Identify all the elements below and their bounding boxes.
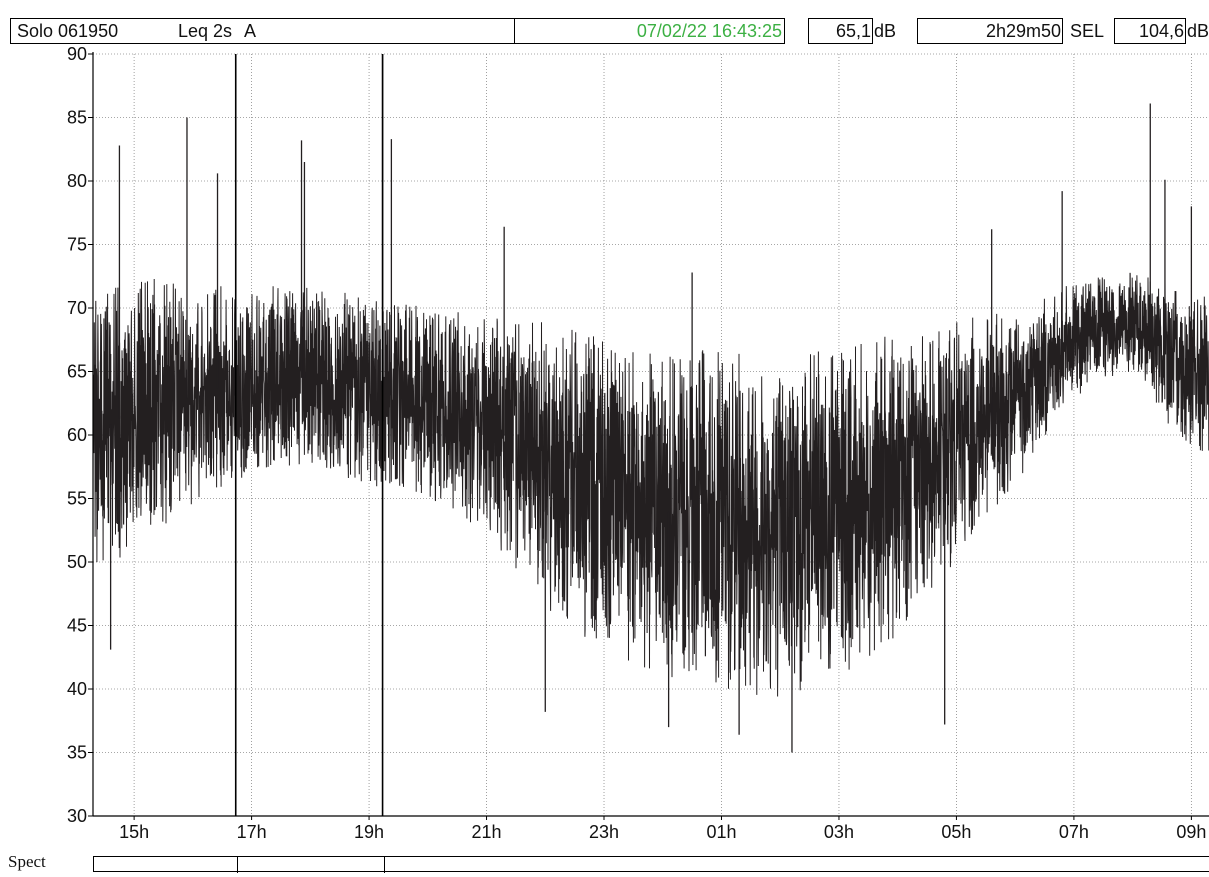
x-tick-label: 17h xyxy=(237,822,267,842)
x-tick-label: 07h xyxy=(1059,822,1089,842)
duration-value: 2h29m50 xyxy=(985,21,1061,41)
instrument-box: Solo 061950 Leq 2s A xyxy=(10,18,515,44)
series-leq xyxy=(92,54,1209,753)
y-tick-label: 80 xyxy=(67,171,87,191)
x-tick-labels: 15h 17h 19h 21h 23h 01h 03h 05h 07h 09h xyxy=(119,822,1206,842)
y-tick-label: 55 xyxy=(67,489,87,509)
y-tick-label: 40 xyxy=(67,679,87,699)
y-tick-label: 30 xyxy=(67,806,87,826)
cursor-value: 65,1 xyxy=(835,21,871,41)
spect-track[interactable] xyxy=(93,856,1209,873)
cursor-unit: dB xyxy=(874,21,897,41)
x-tick-label: 01h xyxy=(706,822,736,842)
weighting-label: A xyxy=(244,21,257,41)
sel-value-box: 104,6 xyxy=(1114,18,1186,44)
spect-label: Spect xyxy=(8,852,46,871)
measure-label: Leq 2s xyxy=(178,21,233,41)
y-tick-label: 75 xyxy=(67,235,87,255)
sel-label: SEL xyxy=(1070,21,1105,41)
x-tick-label: 21h xyxy=(472,822,502,842)
y-tick-label: 45 xyxy=(67,616,87,636)
duration-box: 2h29m50 xyxy=(917,18,1063,44)
y-tick-label: 35 xyxy=(67,743,87,763)
x-tick-label: 05h xyxy=(941,822,971,842)
y-tick-label: 65 xyxy=(67,362,87,382)
x-tick-label: 23h xyxy=(589,822,619,842)
level-time-chart[interactable]: 30 35 40 45 50 55 60 65 70 75 80 85 90 15h 17h 19h 21h 2… xyxy=(0,44,1209,854)
instrument-name: Solo 061950 xyxy=(17,21,119,41)
cursor-markers[interactable] xyxy=(234,54,384,816)
y-tick-label: 50 xyxy=(67,552,87,572)
x-tick-label: 19h xyxy=(354,822,384,842)
header-bar: Solo 061950 Leq 2s A 07/02/22 16:43:25 6… xyxy=(0,0,1209,44)
series-trace xyxy=(92,272,1209,697)
cursor-datetime: 07/02/22 16:43:25 xyxy=(636,21,782,41)
sel-unit: dB xyxy=(1187,21,1209,41)
y-tick-label: 70 xyxy=(67,298,87,318)
y-tick-label: 60 xyxy=(67,425,87,445)
axes xyxy=(88,52,1209,820)
cursor-datetime-box: 07/02/22 16:43:25 xyxy=(514,18,785,44)
sel-value: 104,6 xyxy=(1138,21,1184,41)
cursor-value-box: 65,1 xyxy=(808,18,873,44)
y-tick-labels: 30 35 40 45 50 55 60 65 70 75 80 85 90 xyxy=(67,44,87,826)
y-tick-label: 90 xyxy=(67,44,87,64)
spect-marker xyxy=(383,857,385,873)
x-tick-label: 03h xyxy=(824,822,854,842)
x-tick-label: 09h xyxy=(1176,822,1206,842)
y-tick-label: 85 xyxy=(67,108,87,128)
x-tick-label: 15h xyxy=(119,822,149,842)
spect-marker xyxy=(236,857,238,873)
